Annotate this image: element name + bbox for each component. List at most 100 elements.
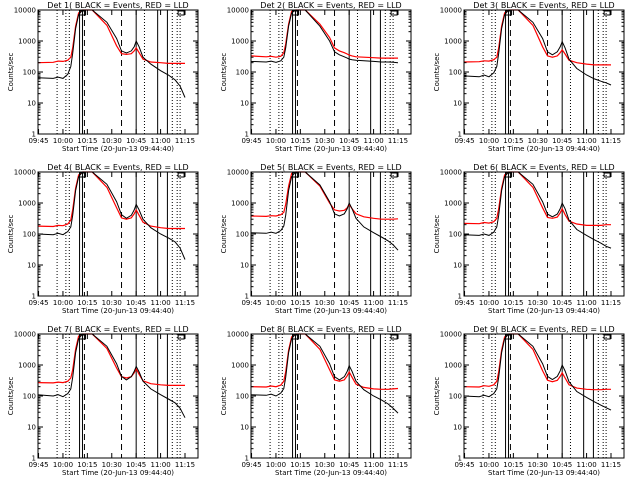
x-tick-label: 10:30 bbox=[102, 299, 122, 307]
marker-box bbox=[390, 172, 398, 178]
x-tick-label: 11:00 bbox=[576, 299, 596, 307]
y-tick-label: 100 bbox=[236, 393, 249, 401]
x-axis-label: Start Time (20-Jun-13 09:44:40) bbox=[488, 307, 600, 315]
x-tick-label: 11:15 bbox=[388, 137, 408, 145]
y-tick-label: 10 bbox=[240, 262, 249, 270]
y-tick-label: 100 bbox=[449, 231, 462, 239]
y-tick-label: 10000 bbox=[227, 169, 249, 177]
x-tick-label: 11:15 bbox=[601, 137, 621, 145]
y-tick-label: 100 bbox=[449, 69, 462, 77]
x-tick-label: 11:00 bbox=[150, 299, 170, 307]
y-tick-label: 10000 bbox=[227, 7, 249, 15]
y-tick-label: 1 bbox=[32, 455, 36, 463]
y-tick-label: 10 bbox=[27, 100, 36, 108]
y-axis-label: Counts/sec bbox=[7, 53, 15, 92]
x-tick-label: 10:30 bbox=[102, 137, 122, 145]
y-axis-label: Counts/sec bbox=[220, 53, 228, 92]
y-tick-label: 100 bbox=[236, 69, 249, 77]
x-axis-label: Start Time (20-Jun-13 09:44:40) bbox=[275, 469, 387, 477]
y-tick-label: 1 bbox=[245, 131, 249, 139]
events-series-line bbox=[463, 333, 612, 411]
x-tick-label: 10:45 bbox=[126, 137, 146, 145]
plot-frame bbox=[463, 171, 625, 297]
y-tick-label: 10 bbox=[453, 262, 462, 270]
x-tick-label: 10:45 bbox=[339, 299, 359, 307]
lld-series-line bbox=[250, 333, 399, 390]
marker-box bbox=[291, 334, 299, 340]
lld-series-line bbox=[463, 333, 611, 391]
x-tick-label: 09:45 bbox=[28, 299, 48, 307]
panel-title: Det 5( BLACK = Events, RED = LLD bbox=[260, 163, 401, 172]
marker-box bbox=[504, 334, 512, 340]
events-series-line bbox=[37, 171, 186, 260]
y-tick-label: 10 bbox=[453, 100, 462, 108]
x-tick-label: 11:00 bbox=[363, 299, 383, 307]
y-tick-label: 1000 bbox=[444, 362, 462, 370]
x-axis-label: Start Time (20-Jun-13 09:44:40) bbox=[488, 145, 600, 153]
events-series-line bbox=[250, 171, 399, 251]
marker-box bbox=[390, 10, 398, 16]
x-tick-label: 10:30 bbox=[315, 137, 335, 145]
x-tick-label: 10:00 bbox=[479, 461, 499, 469]
x-tick-label: 10:45 bbox=[126, 299, 146, 307]
x-tick-label: 11:00 bbox=[576, 461, 596, 469]
x-tick-label: 10:30 bbox=[528, 461, 548, 469]
panel-title: Det 2( BLACK = Events, RED = LLD bbox=[260, 1, 401, 10]
y-tick-label: 1000 bbox=[18, 200, 36, 208]
y-tick-label: 1 bbox=[458, 131, 462, 139]
y-axis-label: Counts/sec bbox=[433, 53, 441, 92]
lld-series-line bbox=[463, 9, 611, 66]
x-tick-label: 11:00 bbox=[363, 461, 383, 469]
panel-title: Det 1( BLACK = Events, RED = LLD bbox=[47, 1, 188, 10]
y-tick-label: 1000 bbox=[18, 38, 36, 46]
marker-box bbox=[78, 10, 86, 16]
y-axis-label: Counts/sec bbox=[7, 215, 15, 254]
y-tick-label: 1000 bbox=[231, 200, 249, 208]
x-tick-label: 10:15 bbox=[290, 137, 310, 145]
x-tick-label: 10:45 bbox=[339, 461, 359, 469]
x-tick-label: 10:30 bbox=[102, 461, 122, 469]
y-tick-label: 1000 bbox=[18, 362, 36, 370]
x-tick-label: 10:30 bbox=[528, 299, 548, 307]
lld-series-line bbox=[250, 171, 399, 220]
x-tick-label: 10:30 bbox=[315, 299, 335, 307]
panel-title: Det 9( BLACK = Events, RED = LLD bbox=[473, 325, 614, 334]
events-series-line bbox=[463, 9, 612, 86]
y-tick-label: 10 bbox=[240, 100, 249, 108]
lld-series-line bbox=[37, 171, 185, 230]
events-series-line bbox=[250, 9, 399, 64]
panel-title: Det 7( BLACK = Events, RED = LLD bbox=[47, 325, 188, 334]
panel-title: Det 4( BLACK = Events, RED = LLD bbox=[47, 163, 188, 172]
x-tick-label: 11:15 bbox=[601, 461, 621, 469]
x-axis-label: Start Time (20-Jun-13 09:44:40) bbox=[488, 469, 600, 477]
marker-box bbox=[390, 334, 398, 340]
events-series-line bbox=[37, 333, 186, 418]
y-axis-label: Counts/sec bbox=[220, 215, 228, 254]
plot-frame bbox=[250, 171, 412, 297]
marker-box bbox=[177, 10, 185, 16]
x-tick-label: 10:00 bbox=[266, 299, 286, 307]
y-tick-label: 10000 bbox=[227, 331, 249, 339]
x-tick-label: 11:00 bbox=[150, 137, 170, 145]
x-tick-label: 09:45 bbox=[28, 137, 48, 145]
x-tick-label: 11:15 bbox=[388, 299, 408, 307]
x-tick-label: 11:00 bbox=[363, 137, 383, 145]
x-tick-label: 09:45 bbox=[454, 461, 474, 469]
marker-box bbox=[603, 172, 611, 178]
panel-title: Det 8( BLACK = Events, RED = LLD bbox=[260, 325, 401, 334]
y-tick-label: 10 bbox=[27, 262, 36, 270]
marker-box bbox=[78, 334, 86, 340]
y-tick-label: 1 bbox=[245, 293, 249, 301]
x-tick-label: 11:00 bbox=[576, 137, 596, 145]
y-tick-label: 1 bbox=[32, 293, 36, 301]
y-tick-label: 1000 bbox=[231, 362, 249, 370]
x-axis-label: Start Time (20-Jun-13 09:44:40) bbox=[62, 469, 174, 477]
x-tick-label: 10:45 bbox=[126, 461, 146, 469]
x-tick-label: 10:15 bbox=[290, 299, 310, 307]
events-series-line bbox=[37, 9, 186, 98]
y-axis-label: Counts/sec bbox=[220, 377, 228, 416]
x-tick-label: 10:45 bbox=[552, 299, 572, 307]
y-axis-label: Counts/sec bbox=[433, 377, 441, 416]
x-tick-label: 10:00 bbox=[53, 461, 73, 469]
